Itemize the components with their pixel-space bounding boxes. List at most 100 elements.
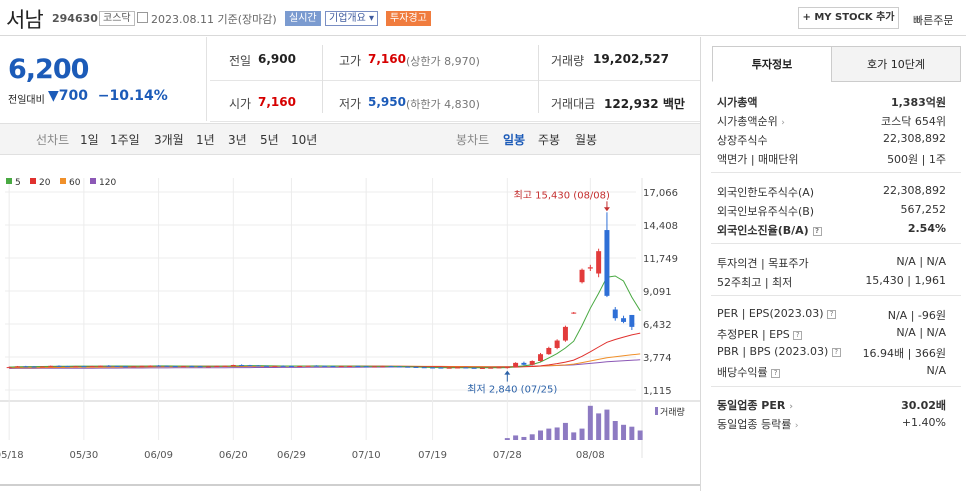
quick-order-link[interactable]: 빠른주문 [913, 14, 954, 27]
candle-body [554, 340, 560, 348]
help-icon[interactable]: ? [827, 309, 837, 319]
candle-body [272, 365, 278, 367]
high-arrowhead [603, 207, 610, 212]
candle-body [73, 366, 79, 368]
volume-bar [579, 428, 585, 440]
candle-body [264, 365, 270, 367]
candle-body [388, 366, 394, 368]
low-label: 저가 [339, 97, 362, 111]
candle-body [521, 362, 527, 365]
candle-body [513, 362, 519, 368]
est-per-value: N/A | N/A [896, 326, 946, 339]
help-icon[interactable]: ? [831, 347, 841, 357]
candle-body [181, 366, 186, 368]
period-10y[interactable]: 10년 [291, 133, 318, 147]
opinion-value: N/A | N/A [896, 255, 946, 268]
tab-hoga-10[interactable]: 호가 10단계 [831, 46, 961, 82]
period-1d[interactable]: 1일 [80, 133, 99, 147]
candle-body [189, 366, 195, 368]
low-arrowhead [504, 370, 511, 375]
candle-body [48, 365, 54, 367]
candle-body [529, 361, 535, 365]
candle-body [562, 326, 568, 341]
company-overview-dropdown[interactable]: 기업개요 ▾ [325, 11, 379, 26]
volume-bar [538, 430, 544, 440]
low-value: 5,950 [368, 95, 406, 109]
candle-body [463, 367, 469, 369]
candle-body [122, 366, 128, 368]
monthly-candle-tab[interactable]: 월봉 [575, 133, 598, 147]
chevron-right-icon: › [794, 421, 799, 431]
period-3m[interactable]: 3개월 [154, 133, 184, 147]
market-cap-value: 1,383억원 [890, 96, 946, 109]
market-cap-rank-label: 시가총액순위 › [717, 115, 785, 128]
help-icon[interactable]: ? [771, 368, 781, 378]
realtime-button[interactable]: 실시간 [285, 11, 321, 26]
per-eps-value: N/A | -96원 [887, 309, 946, 322]
stock-name: 서남 [6, 8, 44, 32]
candle-body [280, 365, 286, 367]
x-tick-label: 06/09 [144, 450, 173, 461]
foreign-rate-label: 외국인소진율(B/A) ? [717, 222, 822, 238]
legend-swatch [6, 178, 12, 184]
period-1w[interactable]: 1주일 [110, 133, 140, 147]
candle-body [421, 367, 427, 369]
quote-separator [538, 45, 539, 113]
x-tick-label: 05/30 [69, 450, 98, 461]
header-bar [0, 0, 966, 36]
candle-body [297, 365, 303, 367]
period-1y[interactable]: 1년 [196, 133, 215, 147]
price-summary [0, 37, 207, 121]
volume-legend-swatch [655, 407, 658, 415]
weekly-candle-tab[interactable]: 주봉 [538, 133, 561, 147]
volume-bar [629, 426, 635, 440]
x-tick-label: 05/18 [0, 450, 24, 461]
help-icon[interactable]: ? [812, 226, 822, 236]
x-tick-label: 07/10 [352, 450, 381, 461]
industry-rate-label[interactable]: 동일업종 등락률 › [717, 418, 799, 431]
volume-bar [637, 430, 643, 440]
volume-bar [562, 422, 568, 440]
market-badge: 코스닥 [99, 11, 135, 26]
candle-body [205, 366, 211, 368]
foreign-limit-value: 22,308,892 [883, 184, 946, 197]
industry-per-label[interactable]: 동일업종 PER › [717, 399, 793, 412]
tab-invest-info[interactable]: 투자정보 [712, 46, 832, 82]
daily-candle-tab[interactable]: 일봉 [503, 133, 526, 147]
dividend-value: N/A [926, 364, 946, 377]
legend-label: 60 [69, 178, 81, 188]
candle-body [363, 366, 369, 368]
volume-legend-label: 거래량 [660, 406, 685, 418]
market-cap-rank-value: 코스닥 654위 [881, 115, 946, 128]
week52-label: 52주최고 | 최저 [717, 276, 793, 289]
industry-per-value: 30.02배 [901, 399, 946, 412]
volume-bar [546, 428, 552, 440]
prev-close-value: 6,900 [258, 52, 296, 66]
my-stock-add-button[interactable]: + MY STOCK 추가 [798, 7, 899, 29]
upper-limit: (상한가 8,970) [406, 55, 480, 68]
foreign-hold-value: 567,252 [900, 203, 947, 216]
help-icon[interactable]: ? [793, 330, 803, 340]
candle-body [596, 251, 602, 274]
pbr-bps-label: PBR | BPS (2023.03) ? [717, 345, 841, 358]
quote-date: 2023.08.11 기준(장마감) [151, 13, 277, 26]
candle-body [612, 309, 618, 319]
y-tick-label: 11,749 [643, 254, 678, 265]
chevron-down-icon: ▾ [369, 13, 375, 24]
volume-bar [596, 413, 602, 440]
ma20-line [9, 332, 641, 368]
period-3y[interactable]: 3년 [228, 133, 247, 147]
open-value: 7,160 [258, 95, 296, 109]
x-tick-label: 06/29 [277, 450, 306, 461]
period-5y[interactable]: 5년 [260, 133, 279, 147]
week52-value: 15,430 | 1,961 [865, 274, 946, 287]
legend-swatch [30, 178, 36, 184]
candle-body [538, 354, 544, 362]
candle-body [405, 366, 411, 368]
legend-swatch [90, 178, 96, 184]
candle-body [546, 347, 552, 355]
x-tick-label: 07/28 [493, 450, 522, 461]
volume-bar [554, 427, 560, 440]
candle-body [197, 366, 203, 368]
amount-value: 122,932 백만 [604, 97, 685, 111]
